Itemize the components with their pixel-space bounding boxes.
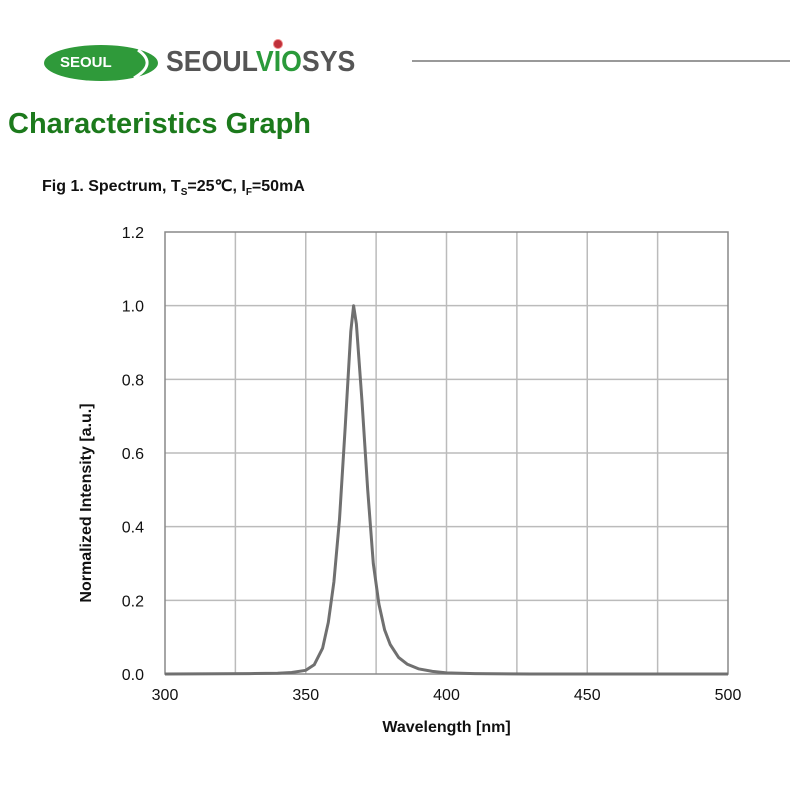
x-axis-label: Wavelength [nm] <box>382 719 510 736</box>
x-tick-label: 350 <box>292 687 319 704</box>
brand-dot-icon <box>273 39 283 49</box>
header-divider <box>412 60 790 62</box>
y-tick-label: 0.6 <box>122 446 144 463</box>
figure-title: Fig 1. Spectrum, TS=25℃, IF=50mA <box>42 178 305 199</box>
y-tick-label: 0.0 <box>122 667 144 684</box>
y-tick-label: 0.2 <box>122 593 144 610</box>
logo-swoosh-icon <box>133 48 149 80</box>
brand-wordmark: SEOULVIOSYS <box>166 46 356 78</box>
y-tick-label: 1.0 <box>122 299 144 316</box>
y-axis-label: Normalized Intensity [a.u.] <box>78 403 95 602</box>
x-tick-label: 300 <box>152 687 179 704</box>
section-title: Characteristics Graph <box>8 108 312 140</box>
spectrum-line <box>164 304 728 676</box>
y-tick-label: 0.4 <box>122 520 144 537</box>
x-tick-label: 400 <box>433 687 460 704</box>
x-tick-label: 500 <box>715 687 742 704</box>
y-tick-label: 0.8 <box>122 372 144 389</box>
y-tick-label: 1.2 <box>122 225 144 242</box>
x-tick-label: 450 <box>574 687 601 704</box>
logo-badge-text: SEOUL <box>60 54 112 71</box>
